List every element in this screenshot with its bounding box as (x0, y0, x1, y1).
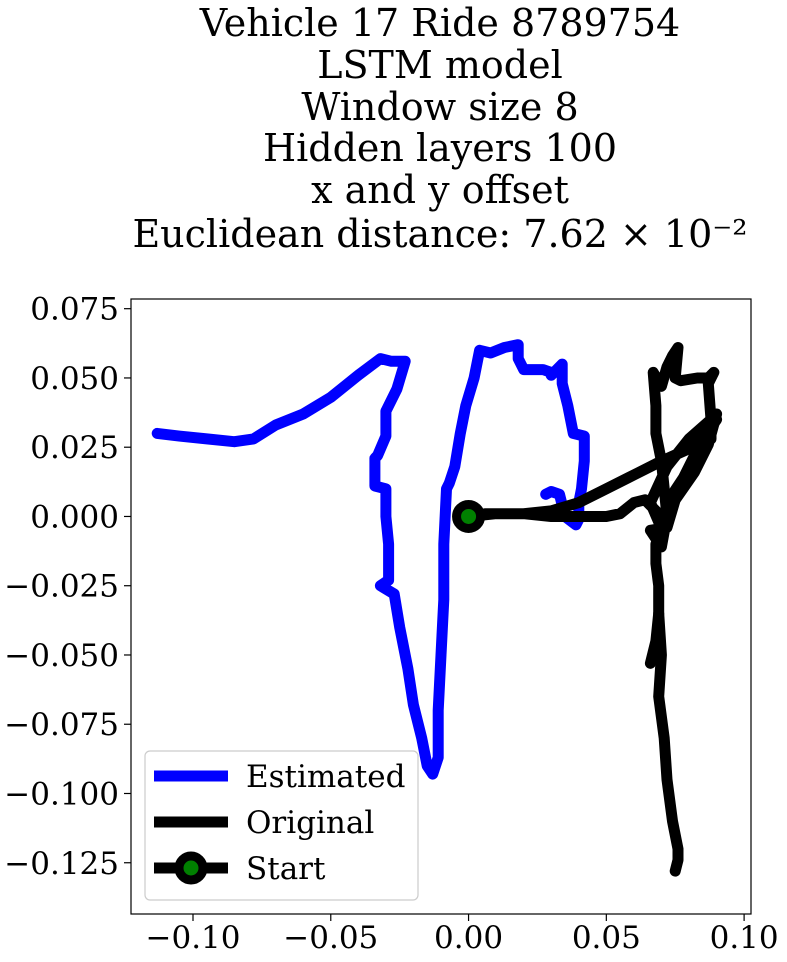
y-tick-label: 0.075 (30, 292, 119, 328)
series-line-original-1 (463, 342, 723, 553)
y-tick-label: −0.100 (4, 776, 119, 812)
legend-label-original: Original (246, 805, 374, 841)
title-line-2: LSTM model (317, 43, 562, 87)
title-line-6: Euclidean distance: 7.62 × 10⁻² (132, 212, 747, 256)
legend-start-marker (174, 851, 208, 885)
y-tick-label: −0.125 (4, 846, 119, 882)
plot-frame (130, 298, 752, 915)
series-line-original-3 (644, 607, 665, 669)
y-tick-label: 0.050 (30, 361, 119, 397)
x-tick-label: −0.10 (146, 920, 241, 956)
series-line-original-2 (650, 538, 684, 877)
y-tick-label: −0.050 (4, 638, 119, 674)
y-tick-label: 0.000 (30, 499, 119, 535)
title-line-5: x and y offset (311, 168, 569, 212)
x-tick-label: −0.05 (283, 920, 378, 956)
legend: Estimated Original Start (144, 750, 419, 901)
x-tick-label: 0.05 (572, 920, 641, 956)
y-axis: 0.075 0.050 0.025 0.000 −0.025 −0.050 −0.075 −0… (4, 292, 131, 882)
start-marker (452, 499, 486, 533)
chart-title: Vehicle 17 Ride 8789754 LSTM model Windo… (132, 1, 747, 256)
legend-label-start: Start (246, 851, 326, 887)
x-tick-label: 0.00 (434, 920, 503, 956)
title-line-1: Vehicle 17 Ride 8789754 (199, 1, 680, 45)
series-line-original-4 (655, 414, 723, 545)
series-layer (151, 339, 723, 877)
title-line-4: Hidden layers 100 (263, 126, 617, 170)
legend-label-estimated: Estimated (246, 759, 405, 795)
y-tick-label: −0.075 (4, 707, 119, 743)
x-axis: −0.10 −0.05 0.00 0.05 0.10 (146, 914, 779, 956)
y-tick-label: −0.025 (4, 569, 119, 605)
x-tick-label: 0.10 (710, 920, 779, 956)
title-line-3: Window size 8 (301, 85, 578, 129)
y-tick-label: 0.025 (30, 430, 119, 466)
series-line-estimated-0 (151, 339, 590, 780)
